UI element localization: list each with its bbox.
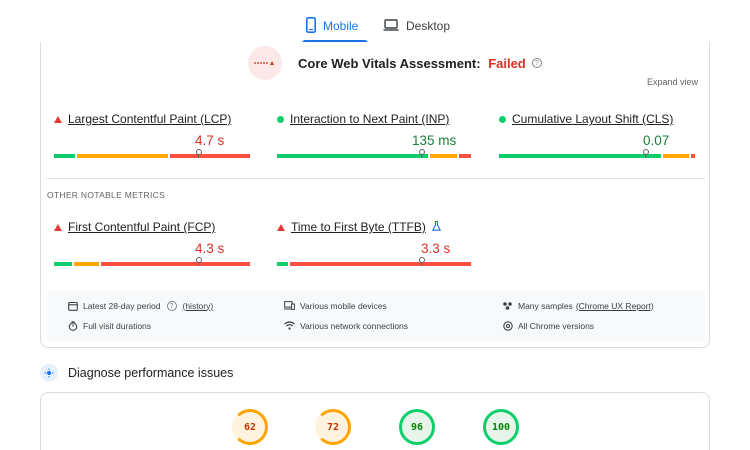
active-tab-indicator <box>302 40 368 43</box>
metric-fcp-value: 4.3 s <box>195 241 225 256</box>
info-connections: Various network connections <box>284 320 408 331</box>
info-versions: All Chrome versions <box>502 320 594 331</box>
metric-fcp-label: First Contentful Paint (FCP) <box>54 220 215 234</box>
data-collection-info: Latest 28-day period ? (history) Various… <box>47 291 705 341</box>
distribution-bar <box>277 262 471 266</box>
distribution-bar <box>54 154 250 158</box>
info-durations: Full visit durations <box>67 320 151 331</box>
poor-triangle-icon <box>54 223 62 231</box>
bar-poor-segment <box>101 262 250 266</box>
tab-mobile[interactable]: Mobile <box>306 10 358 42</box>
bar-poor-segment <box>459 154 471 158</box>
lab-scores-card: 62 72 96 100 <box>40 392 710 450</box>
metric-fcp-name[interactable]: First Contentful Paint (FCP) <box>68 220 216 234</box>
metric-ttfb: Time to First Byte (TTFB) 3.3 s <box>277 220 487 275</box>
metric-lcp-value: 4.7 s <box>195 133 225 148</box>
metric-inp-name[interactable]: Interaction to Next Paint (INP) <box>290 112 450 126</box>
cwv-title: Core Web Vitals Assessment: Failed <box>298 56 526 71</box>
distribution-bar <box>277 154 471 158</box>
metric-inp-label: Interaction to Next Paint (INP) <box>277 112 449 126</box>
good-dot-icon <box>499 115 506 123</box>
info-period: Latest 28-day period ? (history) <box>67 300 213 311</box>
metric-fcp: First Contentful Paint (FCP) 4.3 s <box>54 220 264 275</box>
crux-link[interactable]: (Chrome UX Report) <box>575 300 654 311</box>
bar-ni-segment <box>663 154 689 158</box>
bar-good-segment <box>54 154 75 158</box>
best-practices-score-gauge[interactable]: 96 <box>399 409 435 445</box>
info-devices-text: Various mobile devices <box>300 300 387 311</box>
metric-cls: Cumulative Layout Shift (CLS) 0.07 <box>499 112 709 167</box>
people-icon <box>502 300 513 311</box>
section-divider <box>46 178 705 179</box>
bar-good-segment <box>277 154 428 158</box>
cwv-status: Failed <box>488 55 526 71</box>
field-data-card: Core Web Vitals Assessment: Failed ? Exp… <box>40 42 710 348</box>
poor-triangle-icon <box>54 115 62 123</box>
bar-poor-segment <box>691 154 695 158</box>
metric-inp: Interaction to Next Paint (INP) 135 ms <box>277 112 487 167</box>
chrome-icon <box>502 320 513 331</box>
info-durations-text: Full visit durations <box>83 320 152 331</box>
metric-ttfb-value: 3.3 s <box>421 241 451 256</box>
metric-lcp-label: Largest Contentful Paint (LCP) <box>54 112 231 126</box>
percentile-marker <box>419 149 425 158</box>
expand-view-link[interactable]: Expand view <box>646 77 698 87</box>
smartphone-icon <box>306 16 316 36</box>
cwv-title-text: Core Web Vitals Assessment: <box>298 55 481 71</box>
info-period-text: Latest 28-day period <box>83 300 161 311</box>
tab-mobile-label: Mobile <box>323 19 359 33</box>
bar-poor-segment <box>290 262 471 266</box>
poor-triangle-icon <box>277 223 285 231</box>
info-versions-text: All Chrome versions <box>518 320 595 331</box>
history-link[interactable]: (history) <box>182 300 214 311</box>
accessibility-score-gauge[interactable]: 72 <box>315 409 351 445</box>
diagnose-section-header: Diagnose performance issues <box>40 362 233 384</box>
metric-ttfb-name[interactable]: Time to First Byte (TTFB) <box>291 220 426 234</box>
experimental-flask-icon <box>431 220 441 234</box>
info-devices: Various mobile devices <box>284 300 387 311</box>
help-icon[interactable]: ? <box>531 58 542 68</box>
device-tabs: Mobile Desktop <box>0 0 750 44</box>
seo-score-gauge[interactable]: 100 <box>483 409 519 445</box>
distribution-bar <box>54 262 250 266</box>
info-samples: Many samples (Chrome UX Report) <box>502 300 654 311</box>
laptop-icon <box>383 18 399 34</box>
metric-cls-label: Cumulative Layout Shift (CLS) <box>499 112 673 126</box>
bar-ni-segment <box>74 262 99 266</box>
percentile-marker <box>643 149 649 158</box>
help-icon[interactable]: ? <box>166 300 177 311</box>
diagnose-title: Diagnose performance issues <box>68 366 234 380</box>
bar-good-segment <box>499 154 661 158</box>
info-connections-text: Various network connections <box>300 320 409 331</box>
metric-ttfb-label: Time to First Byte (TTFB) <box>277 220 441 234</box>
info-samples-text: Many samples <box>518 300 573 311</box>
wifi-icon <box>284 320 295 331</box>
devices-icon <box>284 300 295 311</box>
metric-lcp-name[interactable]: Largest Contentful Paint (LCP) <box>68 112 232 126</box>
bar-good-segment <box>54 262 72 266</box>
bar-good-segment <box>277 262 288 266</box>
bar-poor-segment <box>170 154 250 158</box>
lighthouse-icon <box>40 364 58 382</box>
tab-desktop[interactable]: Desktop <box>383 10 450 42</box>
percentile-marker <box>196 257 202 266</box>
other-metrics-heading: OTHER NOTABLE METRICS <box>47 190 166 200</box>
distribution-bar <box>499 154 695 158</box>
bar-ni-segment <box>430 154 457 158</box>
metric-cls-value: 0.07 <box>643 133 670 148</box>
bar-ni-segment <box>77 154 168 158</box>
metric-cls-name[interactable]: Cumulative Layout Shift (CLS) <box>512 112 674 126</box>
calendar-icon <box>67 300 78 311</box>
cwv-assessment-header: Core Web Vitals Assessment: Failed ? <box>248 46 542 80</box>
metric-lcp: Largest Contentful Paint (LCP) 4.7 s <box>54 112 264 167</box>
good-dot-icon <box>277 115 284 123</box>
timer-icon <box>67 320 78 331</box>
metric-inp-value: 135 ms <box>412 133 457 148</box>
percentile-marker <box>196 149 202 158</box>
tab-desktop-label: Desktop <box>406 19 451 33</box>
performance-score-gauge[interactable]: 62 <box>232 409 268 445</box>
percentile-marker <box>419 257 425 266</box>
cwv-logo-icon <box>248 46 282 80</box>
